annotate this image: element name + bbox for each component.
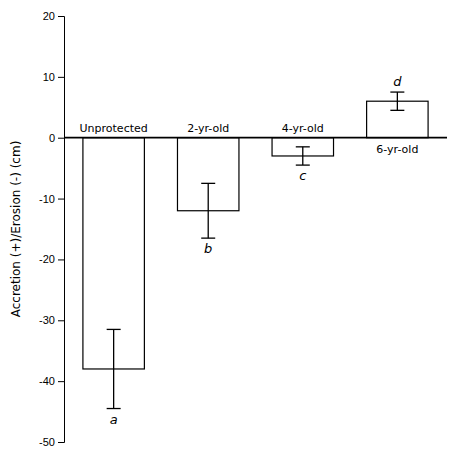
y-tick-line: [58, 259, 64, 260]
y-tick-line: [58, 442, 64, 443]
y-tick: -40: [39, 375, 64, 387]
y-tick-label: -10: [39, 193, 55, 205]
category-label: 4-yr-old: [282, 122, 324, 135]
category-label: 2-yr-old: [187, 122, 229, 135]
y-tick-line: [58, 16, 64, 17]
error-line: [397, 92, 398, 110]
y-tick-label: 10: [43, 71, 55, 83]
y-tick-label: -50: [39, 436, 55, 448]
error-bar: [201, 183, 215, 238]
zero-line: [64, 137, 447, 139]
annotation: c: [299, 168, 306, 183]
y-axis-line: [58, 17, 65, 443]
plot-area: -50 -40 -30 -20 -10 0 10 20 Unprotected 2-yr-old 4…: [39, 10, 447, 448]
y-tick: -10: [39, 193, 64, 205]
error-cap: [296, 146, 310, 147]
y-tick-line: [58, 381, 64, 382]
y-tick-line: [58, 320, 64, 321]
error-line: [113, 329, 114, 408]
error-cap: [296, 164, 310, 165]
y-tick-line: [58, 199, 64, 200]
y-tick-label: 20: [43, 10, 55, 22]
error-cap: [107, 329, 121, 330]
y-tick-label: -40: [39, 375, 55, 387]
chart: -50 -40 -30 -20 -10 0 10 20 Unprotected 2-yr-old 4…: [0, 0, 461, 458]
y-axis-title: Accretion (+)/Erosion (-) (cm): [9, 141, 23, 318]
marks: [83, 92, 428, 408]
error-cap: [201, 237, 215, 238]
annotation: a: [110, 412, 118, 427]
error-cap: [390, 110, 404, 111]
error-cap: [201, 183, 215, 184]
y-tick-label: 0: [49, 132, 55, 144]
y-tick-line: [58, 77, 64, 78]
error-bar: [296, 147, 310, 165]
y-tick: -30: [39, 314, 64, 326]
category-label: 6-yr-old: [376, 143, 418, 156]
annotation: b: [204, 241, 212, 256]
y-tick: -50: [39, 436, 64, 448]
y-tick: 20: [43, 10, 64, 22]
annotation: d: [393, 74, 402, 89]
error-cap: [107, 408, 121, 409]
error-cap: [390, 91, 404, 92]
y-tick-line: [58, 138, 64, 139]
labels: Unprotected 2-yr-old 4-yr-old 6-yr-old a b c d: [80, 74, 419, 426]
y-tick-label: -20: [39, 253, 55, 265]
error-bar: [107, 329, 121, 408]
error-bar: [390, 92, 404, 110]
category-label: Unprotected: [80, 122, 148, 135]
y-tick: 10: [43, 71, 64, 83]
y-tick: 0: [49, 132, 64, 144]
y-axis: -50 -40 -30 -20 -10 0 10 20: [39, 10, 64, 448]
error-line: [208, 183, 209, 238]
error-line: [302, 147, 303, 165]
y-tick-label: -30: [39, 314, 55, 326]
y-tick: -20: [39, 253, 64, 265]
